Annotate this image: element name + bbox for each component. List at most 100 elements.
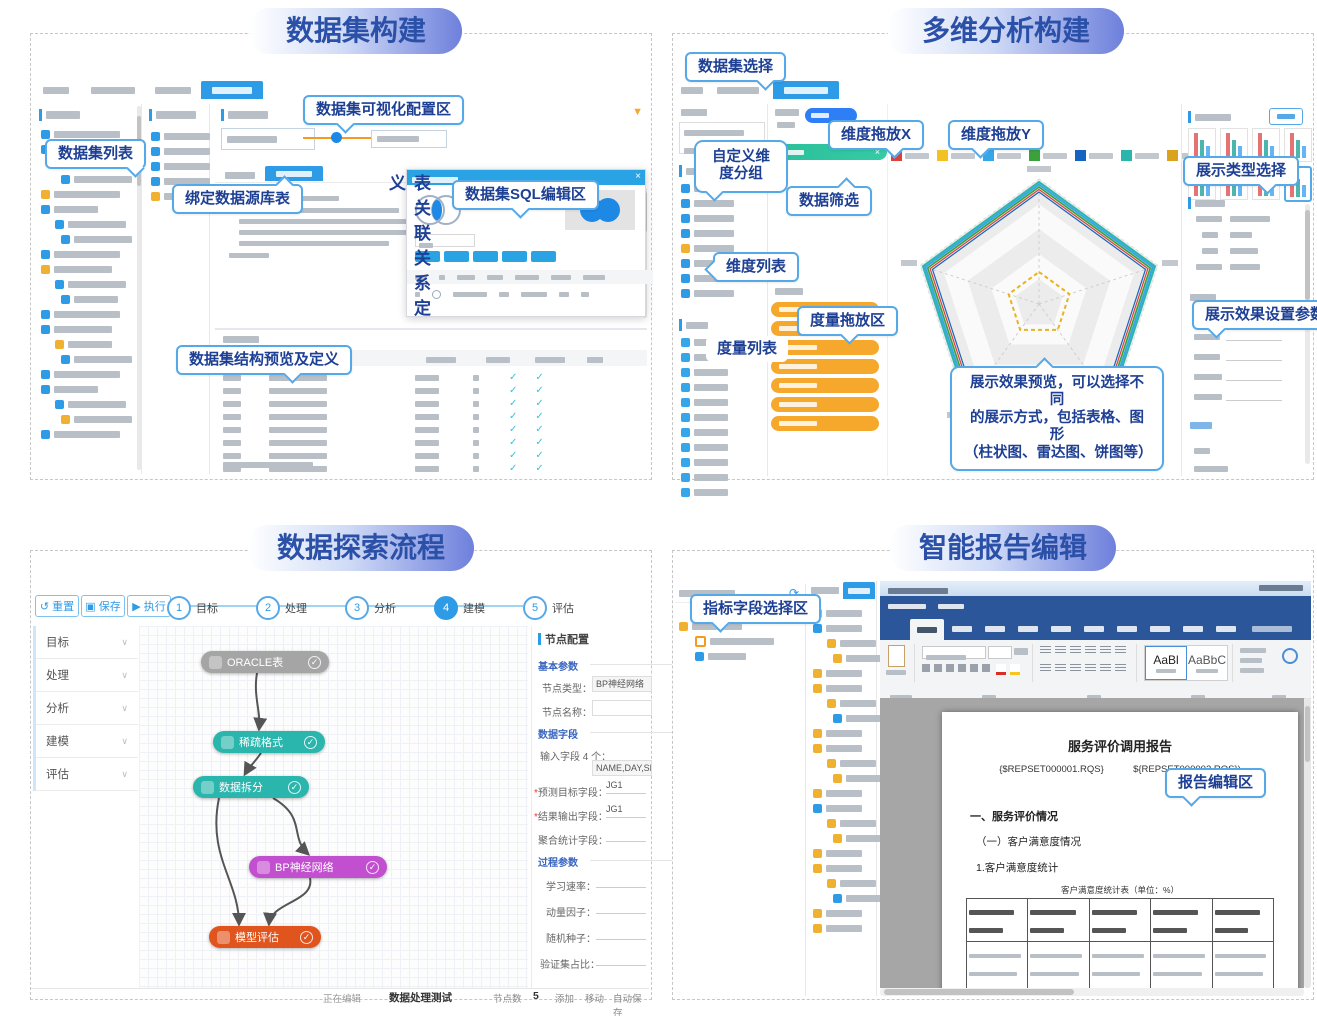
- quick-access-blur[interactable]: [888, 604, 926, 609]
- paragraph-button[interactable]: [1070, 646, 1081, 655]
- tree-item[interactable]: [41, 325, 132, 334]
- field-row[interactable]: ✓ ✓: [223, 424, 623, 435]
- venn-left-icon[interactable]: [415, 193, 461, 227]
- node-bp-network[interactable]: BP神经网络 ✓: [249, 856, 387, 878]
- tab-blur[interactable]: [681, 87, 703, 94]
- status-op1[interactable]: 添加: [555, 994, 575, 1005]
- flow-canvas[interactable]: [139, 626, 528, 988]
- radar-chart[interactable]: [899, 164, 1179, 434]
- measure-item[interactable]: [681, 368, 728, 377]
- type-value[interactable]: BP神经网络: [592, 676, 652, 692]
- tab-dataset-edit-active[interactable]: [201, 81, 263, 99]
- field-underline[interactable]: [1226, 400, 1282, 401]
- check-icon[interactable]: ✓: [509, 463, 518, 474]
- page-chip[interactable]: [805, 108, 857, 123]
- dialog-button[interactable]: [531, 251, 556, 262]
- home-tab[interactable]: [43, 87, 69, 94]
- save-view-button[interactable]: [1269, 108, 1303, 125]
- font-name-box[interactable]: [922, 646, 986, 660]
- style-normal-selected[interactable]: AaBl: [1145, 646, 1187, 680]
- selector-item[interactable]: [833, 834, 882, 843]
- menu-analyze[interactable]: 分析 ∨: [36, 692, 138, 725]
- check-icon[interactable]: ✓: [535, 372, 544, 383]
- menu-model[interactable]: 建模 ∨: [36, 725, 138, 758]
- node-data-split[interactable]: 数据拆分 ✓: [193, 776, 309, 798]
- selector-item[interactable]: [813, 789, 882, 798]
- funnel-icon[interactable]: ▼: [632, 106, 643, 118]
- font-toggle[interactable]: [934, 664, 942, 672]
- action-item[interactable]: [151, 177, 210, 186]
- ratio-input[interactable]: [596, 952, 646, 966]
- check-icon[interactable]: ✓: [509, 450, 518, 461]
- join-point[interactable]: [331, 132, 342, 143]
- action-item[interactable]: [151, 132, 210, 141]
- tree-item[interactable]: [41, 310, 132, 319]
- quick-access-blur[interactable]: [938, 604, 965, 609]
- measure-chip[interactable]: [771, 397, 879, 412]
- tree-item[interactable]: [55, 340, 132, 349]
- refresh-icon[interactable]: ⟳: [788, 586, 799, 600]
- save-button[interactable]: ▣ 保存: [81, 595, 125, 617]
- node-model-eval[interactable]: 模型评估 ✓: [209, 926, 321, 948]
- menu-evaluate[interactable]: 评估 ∨: [36, 758, 138, 791]
- tree-item[interactable]: [41, 130, 132, 139]
- paragraph-button[interactable]: [1100, 646, 1111, 655]
- dimension-item[interactable]: [681, 244, 734, 253]
- check-icon[interactable]: ✓: [509, 385, 518, 396]
- ribbon-tab[interactable]: [1084, 626, 1104, 632]
- selector-item[interactable]: [827, 699, 882, 708]
- tellme-search-blur[interactable]: [1252, 626, 1292, 632]
- tree-item[interactable]: [61, 355, 132, 364]
- measure-item[interactable]: [681, 398, 728, 407]
- doc-hscrollbar[interactable]: [880, 988, 1304, 996]
- tab-blur[interactable]: [717, 87, 759, 94]
- status-op2[interactable]: 移动: [585, 994, 605, 1005]
- selector-item[interactable]: [813, 864, 882, 873]
- step-3[interactable]: 3 分析: [345, 596, 396, 620]
- node-oracle-table[interactable]: ORACLE表 ✓: [201, 651, 329, 673]
- style-heading[interactable]: AaBbC: [1187, 646, 1227, 680]
- tab-structure[interactable]: [225, 172, 255, 179]
- field-row[interactable]: ✓ ✓: [223, 385, 623, 396]
- field-underline[interactable]: [1226, 360, 1282, 361]
- check-icon[interactable]: ✓: [535, 385, 544, 396]
- name-input[interactable]: [592, 700, 652, 716]
- check-icon[interactable]: ✓: [509, 424, 518, 435]
- measure-chip[interactable]: [771, 378, 879, 393]
- document-area[interactable]: 服务评价调用报告 {$REPSET000001.RQS} ${REPSET000…: [880, 698, 1304, 988]
- ribbon-tab[interactable]: [952, 626, 972, 632]
- action-item[interactable]: [151, 147, 210, 156]
- paragraph-button[interactable]: [1100, 664, 1111, 673]
- tab-selector-active[interactable]: [843, 582, 875, 599]
- legend-item[interactable]: [1075, 150, 1113, 161]
- measure-chip[interactable]: [771, 416, 879, 431]
- field-row[interactable]: ✓ ✓: [223, 399, 623, 409]
- tree-item[interactable]: [61, 175, 132, 184]
- field-row[interactable]: ✓ ✓: [223, 463, 623, 474]
- selector-item[interactable]: [813, 744, 882, 753]
- measure-item[interactable]: [681, 443, 728, 452]
- selector-item[interactable]: [813, 729, 882, 738]
- tree-item[interactable]: [41, 205, 132, 214]
- title-controls-blur[interactable]: [1259, 585, 1303, 591]
- close-icon[interactable]: ×: [874, 147, 880, 157]
- check-icon[interactable]: ✓: [535, 411, 544, 422]
- dimension-item[interactable]: [681, 289, 734, 298]
- measure-item[interactable]: [681, 473, 728, 482]
- font-toggle[interactable]: [946, 664, 954, 672]
- selector-item[interactable]: [833, 654, 882, 663]
- check-icon[interactable]: ✓: [509, 411, 518, 422]
- tree-item[interactable]: [41, 250, 132, 259]
- ribbon-tab[interactable]: [1216, 626, 1236, 632]
- measure-item[interactable]: [681, 458, 728, 467]
- selector-item[interactable]: [813, 684, 882, 693]
- link-blur[interactable]: [1190, 422, 1212, 429]
- check-icon[interactable]: ✓: [509, 372, 518, 383]
- field-row[interactable]: ✓ ✓: [223, 450, 623, 461]
- node-sparse-format[interactable]: 稀疏格式 ✓: [213, 731, 325, 753]
- tree-item[interactable]: [695, 636, 774, 647]
- editing-blur[interactable]: [1240, 668, 1264, 673]
- font-toggle[interactable]: [922, 664, 930, 672]
- step-4-active[interactable]: 4 建模: [434, 596, 485, 620]
- close-icon[interactable]: ×: [635, 171, 641, 182]
